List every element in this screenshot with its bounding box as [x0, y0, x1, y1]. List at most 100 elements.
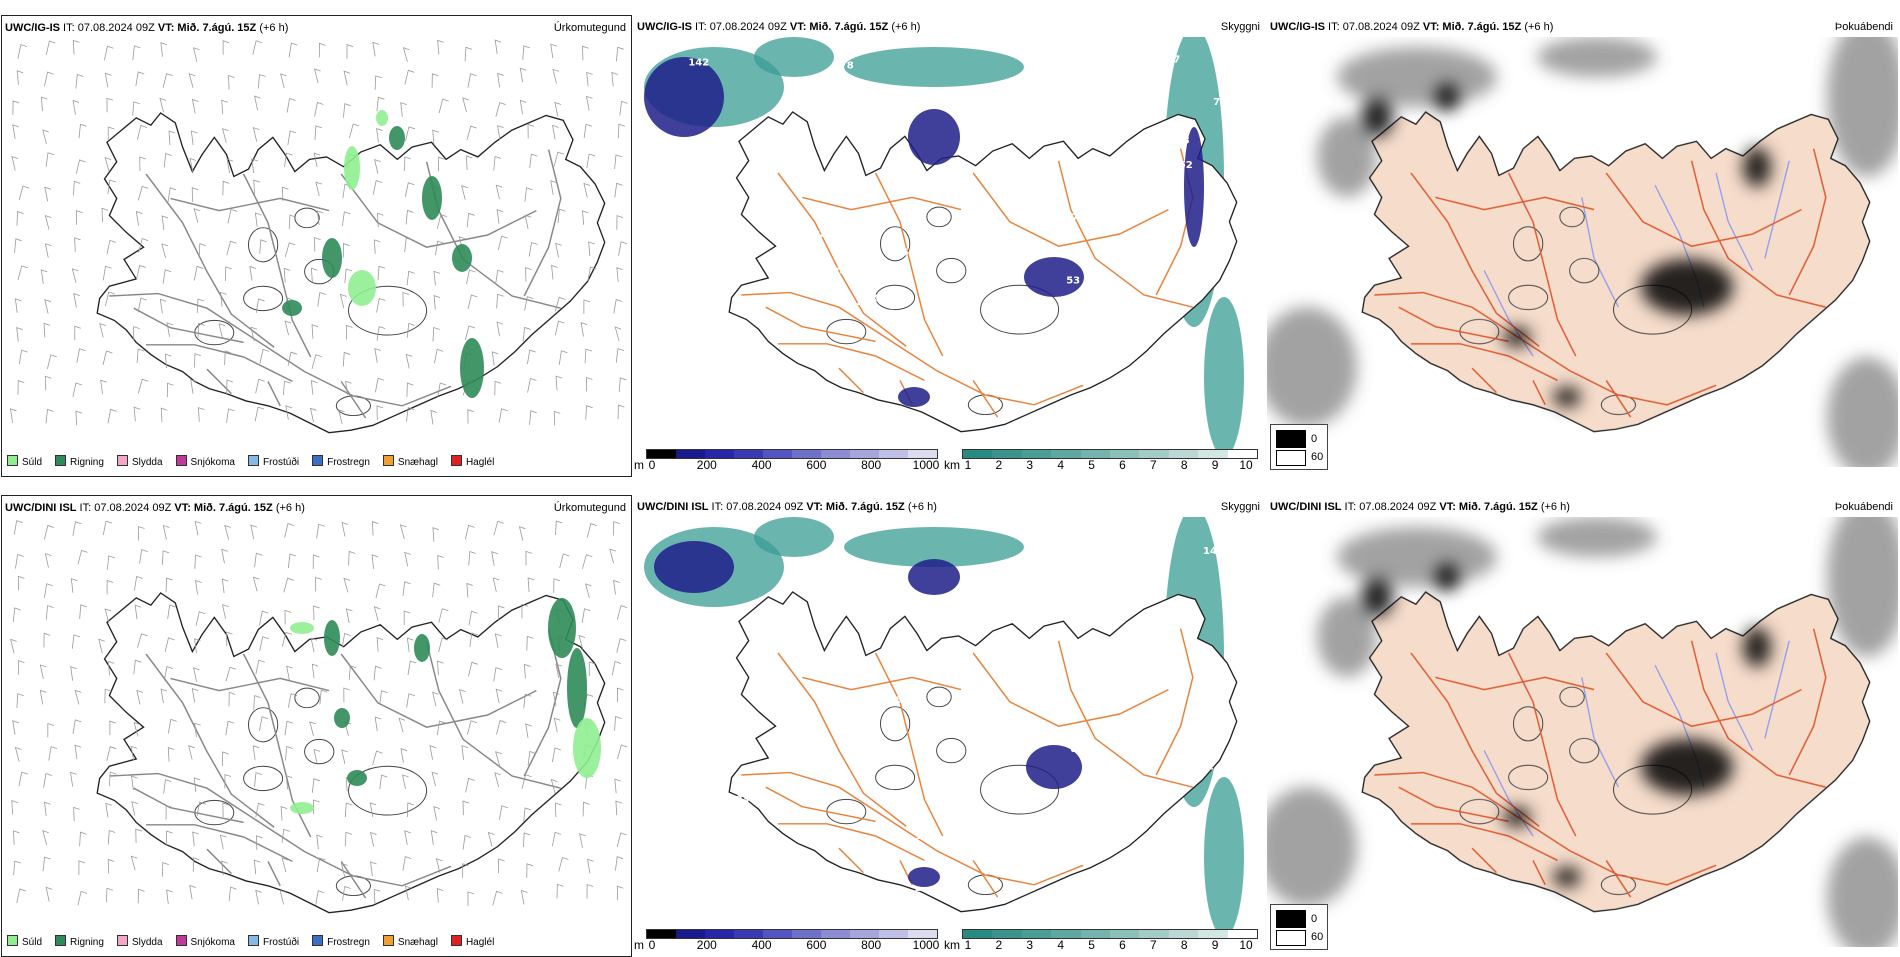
wind-barb [259, 348, 270, 364]
legend-item: Slydda [116, 935, 163, 948]
wind-barb [161, 243, 169, 259]
wind-barb [550, 43, 557, 59]
wind-barb [222, 40, 230, 55]
wind-barb [228, 886, 237, 902]
precip-area [282, 300, 302, 316]
wind-barb [462, 863, 469, 878]
wind-barb [165, 577, 173, 593]
wind-barb [582, 801, 590, 817]
wind-barb [343, 577, 351, 593]
road-line [206, 848, 367, 899]
river-line [1764, 160, 1790, 259]
wind-barb [616, 885, 624, 901]
wind-barb [255, 659, 265, 675]
visibility-value-label: 55 [890, 730, 904, 741]
colorbar-segment [908, 450, 937, 458]
wind-barb [135, 71, 145, 87]
wind-barb [287, 693, 298, 708]
wind-barb [136, 264, 146, 280]
lead-time: (+6 h) [272, 502, 305, 514]
wind-barb [194, 520, 202, 536]
wind-barb [71, 268, 79, 283]
wind-barb [406, 322, 415, 338]
wind-barb [196, 801, 206, 817]
wind-barb [280, 73, 287, 88]
wind-barb [284, 609, 292, 625]
glacier-outline [1559, 686, 1585, 708]
colorbar-tick: 400 [751, 458, 772, 472]
wind-barb [405, 126, 416, 141]
wind-barb [400, 748, 408, 763]
legend-item: Frostregn [312, 935, 370, 948]
visibility-colorbar: km 1 2 3 4 5 6 7 8 9 10 [944, 929, 1264, 953]
wind-barb [586, 376, 593, 392]
wind-barb [551, 747, 562, 763]
wind-barb [312, 554, 320, 569]
wind-barb [615, 348, 625, 363]
wind-barb [17, 575, 25, 591]
wind-barb [402, 774, 409, 789]
wind-barb [285, 745, 293, 761]
wind-barb [338, 409, 345, 424]
valid-time: VT: Mið. 7.ágú. 15Z [789, 21, 889, 33]
fog-legend-swatch-low [1276, 930, 1306, 946]
colorbar-segment [963, 930, 993, 938]
iceland-map: 54 52 50 84 80 237 783 52 55 100 87 98 159 10 85 126 140… [644, 517, 1244, 937]
colorbar-segment [879, 450, 908, 458]
wind-barb [281, 857, 289, 873]
visibility-value-label: 142 [688, 58, 709, 69]
wind-barb [40, 269, 48, 284]
colorbar-strip [962, 929, 1258, 939]
colorbar-tick: 6 [1119, 458, 1126, 472]
colorbar-tick: 8 [1180, 458, 1188, 472]
wind-barb [137, 888, 145, 904]
legend-label: Súld [22, 457, 43, 468]
precip-area [348, 270, 376, 306]
fog-legend: 0 60 [1270, 424, 1328, 470]
wind-barb [495, 751, 502, 766]
legend-item: Frostregn [312, 455, 370, 468]
init-time: IT: 07.08.2024 09Z [708, 501, 807, 513]
wind-barb [498, 235, 508, 251]
wind-barb [464, 325, 476, 341]
wind-barb [164, 637, 175, 652]
wind-barb [104, 72, 112, 88]
wind-barb [582, 45, 589, 61]
wind-barb [311, 778, 321, 793]
legend-label: Slydda [131, 457, 163, 468]
wind-barb [583, 123, 593, 139]
wind-barb [402, 581, 411, 596]
road-line [972, 172, 1169, 247]
wind-barb [13, 520, 23, 535]
road-line [1057, 160, 1193, 308]
wind-barb [70, 578, 78, 593]
colorbar-segment [763, 450, 792, 458]
wind-barb [189, 884, 196, 900]
legend-label: Frostúði [262, 937, 300, 948]
wind-barb [162, 524, 170, 540]
wind-barb [159, 97, 167, 113]
wind-barb [197, 322, 205, 338]
colorbar-tick: 0 [648, 458, 656, 472]
wind-barb [527, 378, 537, 393]
wind-barb [195, 579, 202, 595]
wind-barb [254, 406, 265, 422]
wind-barb [72, 521, 82, 536]
fog-patch [1827, 357, 1898, 467]
road-line [145, 653, 275, 828]
wind-barb [136, 348, 145, 364]
wind-barb [228, 691, 236, 707]
legend-swatch [247, 455, 259, 466]
wind-barb [374, 347, 381, 363]
fog-panel-row1: UWC/IG-IS IT: 07.08.2024 09Z VT: Mið. 7.… [1267, 15, 1898, 477]
init-time: IT: 07.08.2024 09Z [692, 21, 790, 33]
visibility-value-label: 74 [838, 769, 852, 780]
wind-barb [165, 804, 173, 820]
visibility-value-label: 126 [818, 844, 839, 855]
wind-barb [163, 666, 174, 681]
wind-barb [284, 523, 295, 538]
legend-swatch [175, 935, 187, 946]
wind-barb [614, 326, 622, 342]
wind-barb [379, 690, 388, 705]
wind-barb [45, 605, 54, 620]
